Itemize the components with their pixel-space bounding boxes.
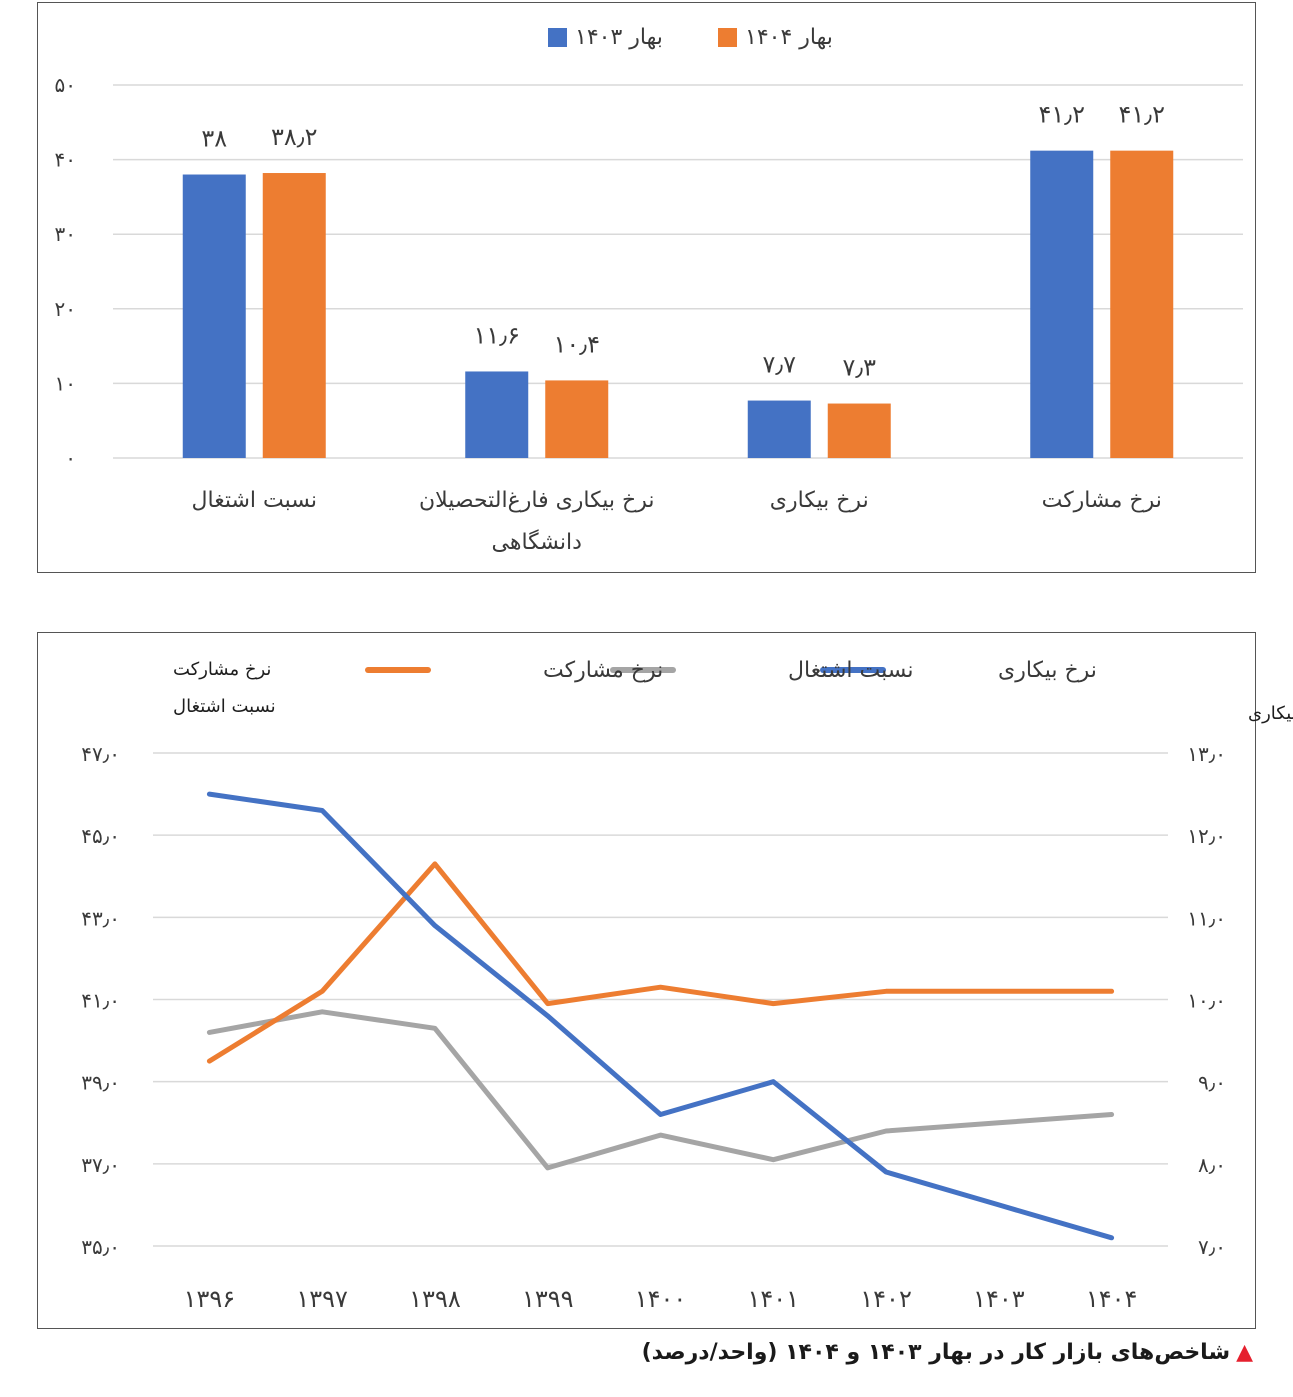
bar: [1030, 150, 1094, 458]
x-tick-label: ۱۳۹۷: [296, 1285, 348, 1313]
y-tick-label-right: ۱۱٫۰: [1187, 906, 1226, 930]
bar: [827, 403, 891, 458]
line-chart-panel: ۳۵٫۰ ۳۷٫۰ ۳۹٫۰ ۴۱٫۰ ۴۳٫۰ ۴۵٫۰ ۴۷٫۰ ۷٫۰ ۸٫۰ ۹٫۰ ۱۰٫…: [37, 632, 1293, 1329]
legend-label: بهار ۱۴۰۳: [575, 25, 663, 50]
legend-label: بهار ۱۴۰۴: [745, 25, 833, 50]
caption-text: شاخص‌های بازار کار در بهار ۱۴۰۳ و ۱۴۰۴ (…: [641, 1340, 1231, 1365]
data-label: ۷٫۷: [762, 351, 796, 379]
line-chart: ۳۵٫۰ ۳۷٫۰ ۳۹٫۰ ۴۱٫۰ ۴۳٫۰ ۴۵٫۰ ۴۷٫۰ ۷٫۰ ۸٫۰ ۹٫۰ ۱۰٫…: [81, 658, 1293, 1313]
figure-caption: ▲شاخص‌های بازار کار در بهار ۱۴۰۳ و ۱۴۰۴ …: [642, 1340, 1253, 1365]
y-tick-label-left: ۳۹٫۰: [81, 1071, 120, 1095]
data-label: ۱۰٫۴: [554, 330, 600, 358]
x-category-label: نسبت اشتغال: [192, 488, 317, 513]
x-category-label: نرخ مشارکت: [1042, 488, 1162, 513]
y-tick-label-left: ۴۳٫۰: [81, 906, 120, 930]
data-label: ۴۱٫۲: [1039, 101, 1085, 129]
y-tick-label-right: ۹٫۰: [1198, 1071, 1226, 1095]
bar-chart-panel: ۰ ۱۰ ۲۰ ۳۰ ۴۰ ۵۰ ۴۱٫۲ ۴۱٫۲ نرخ مشارکت ۷٫۷ ۷٫۳ نرخ ب…: [37, 2, 1256, 573]
y-tick-label-right: ۱۳٫۰: [1187, 742, 1226, 766]
y-axis-title-right: نرخ بیکاری: [1248, 703, 1293, 724]
x-tick-label: ۱۴۰۲: [860, 1285, 912, 1313]
data-label: ۳۸٫۲: [271, 123, 317, 151]
y-tick-label-left: ۴۷٫۰: [81, 742, 120, 766]
y-tick-label-right: ۱۰٫۰: [1187, 989, 1226, 1013]
bar: [262, 173, 326, 458]
x-category-label: نرخ بیکاری: [770, 488, 869, 513]
bar: [1110, 150, 1174, 458]
y-tick-label: ۰: [65, 446, 76, 470]
x-category-label: دانشگاهی: [492, 529, 582, 555]
series-line: [206, 791, 1115, 1241]
y-axis-title-left: نرخ مشارکت: [173, 659, 271, 680]
x-tick-label: ۱۴۰۰: [635, 1285, 687, 1313]
x-tick-label: ۱۴۰۳: [973, 1285, 1025, 1313]
y-tick-label-left: ۴۱٫۰: [81, 989, 120, 1013]
y-tick-label-left: ۳۷٫۰: [81, 1153, 120, 1177]
y-tick-label: ۳۰: [55, 222, 76, 246]
data-label: ۷٫۳: [842, 354, 876, 382]
x-tick-label: ۱۳۹۸: [409, 1285, 461, 1313]
bar: [182, 174, 246, 458]
y-tick-label-left: ۴۵٫۰: [81, 824, 120, 848]
x-tick-label: ۱۴۰۱: [747, 1285, 799, 1313]
legend-label: نرخ مشارکت: [543, 658, 663, 683]
bar: [545, 380, 609, 458]
bar: [465, 371, 529, 458]
y-tick-label-right: ۷٫۰: [1198, 1235, 1226, 1259]
legend-swatch: [548, 28, 567, 47]
data-label: ۳۸: [201, 125, 227, 153]
bar: [747, 400, 811, 458]
legend-label: نسبت اشتغال: [788, 658, 913, 683]
y-tick-label: ۴۰: [55, 148, 76, 172]
series-line: [206, 1009, 1115, 1171]
y-tick-label: ۲۰: [55, 297, 76, 321]
data-label: ۴۱٫۲: [1119, 101, 1165, 129]
y-tick-label: ۵۰: [55, 73, 76, 97]
legend-swatch: [718, 28, 737, 47]
y-tick-label-right: ۱۲٫۰: [1187, 824, 1226, 848]
x-tick-label: ۱۳۹۶: [184, 1285, 236, 1313]
x-category-label: نرخ بیکاری فارغ‌التحصیلان: [419, 488, 655, 513]
y-tick-label: ۱۰: [55, 371, 76, 395]
legend-label: نرخ بیکاری: [998, 658, 1097, 683]
y-tick-label-left: ۳۵٫۰: [81, 1235, 120, 1259]
y-axis-title-left: نسبت اشتغال: [173, 696, 276, 717]
bar-chart: ۰ ۱۰ ۲۰ ۳۰ ۴۰ ۵۰ ۴۱٫۲ ۴۱٫۲ نرخ مشارکت ۷٫۷ ۷٫۳ نرخ ب…: [55, 25, 1243, 555]
series-line: [206, 861, 1115, 1064]
red-triangle-icon: ▲: [1236, 1340, 1253, 1365]
data-label: ۱۱٫۶: [474, 321, 520, 349]
x-tick-label: ۱۳۹۹: [522, 1285, 574, 1313]
x-tick-label: ۱۴۰۴: [1086, 1285, 1138, 1313]
y-tick-label-right: ۸٫۰: [1198, 1153, 1226, 1177]
